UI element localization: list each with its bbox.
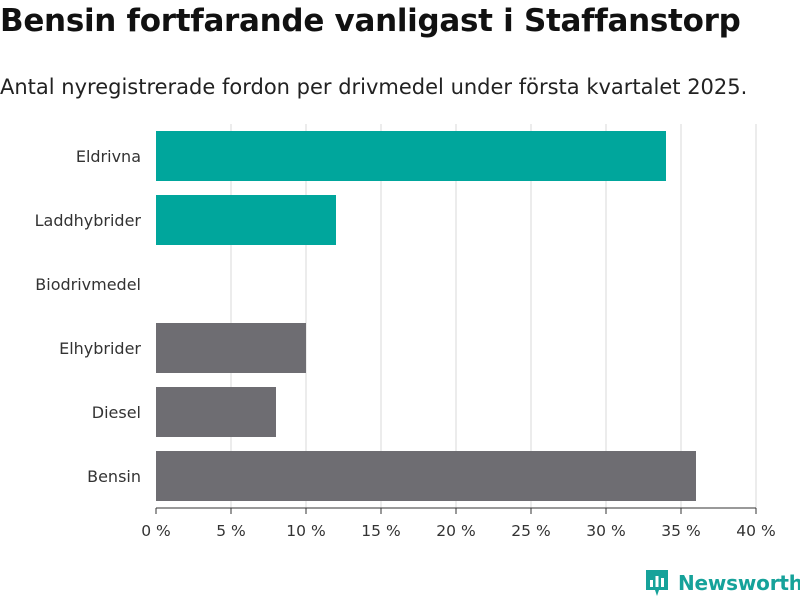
category-label: Elhybrider [59, 339, 141, 358]
brand-logo: Newsworthy [644, 568, 800, 598]
x-tick-label: 30 % [586, 522, 625, 540]
x-axis: 0 % 5 % 10 % 15 % 20 % 25 % 30 % 35 % 40 % [141, 507, 776, 540]
x-tick-label: 25 % [511, 522, 550, 540]
bar-chart: 0 % 5 % 10 % 15 % 20 % 25 % 30 % 35 % 40 % Eldri… [35, 124, 776, 540]
bar-bensin [156, 451, 696, 501]
bar-laddhybrider [156, 195, 336, 245]
chart-title: Bensin fortfarande vanligast i Staffanst… [0, 3, 741, 39]
bar-elhybrider [156, 323, 306, 373]
x-tick-label: 20 % [436, 522, 475, 540]
category-label: Biodrivmedel [35, 275, 141, 294]
x-tick-label: 10 % [286, 522, 325, 540]
category-label: Eldrivna [76, 147, 141, 166]
x-tick-label: 40 % [736, 522, 775, 540]
x-tick-label: 15 % [361, 522, 400, 540]
brand-name: Newsworthy [678, 571, 800, 595]
bar-diesel [156, 387, 276, 437]
x-tick-label: 5 % [216, 522, 246, 540]
bar-chart-badge-icon [646, 570, 668, 596]
chart-subtitle: Antal nyregistrerade fordon per drivmede… [0, 75, 748, 99]
bars [156, 131, 696, 501]
category-labels: Eldrivna Laddhybrider Biodrivmedel Elhybrid… [35, 147, 142, 486]
gridlines [230, 124, 757, 508]
category-label: Diesel [92, 403, 141, 422]
category-label: Bensin [87, 467, 141, 486]
x-tick-label: 0 % [141, 522, 171, 540]
category-label: Laddhybrider [35, 211, 142, 230]
bar-eldrivna [156, 131, 666, 181]
x-tick-label: 35 % [661, 522, 700, 540]
